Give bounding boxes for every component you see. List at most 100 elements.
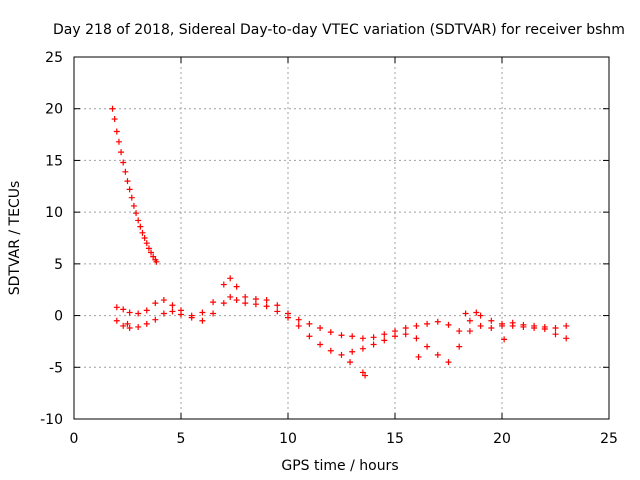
data-point (317, 341, 324, 348)
data-point (381, 337, 388, 344)
data-point (252, 296, 259, 303)
data-point (160, 310, 167, 317)
data-point (252, 301, 259, 308)
data-point (349, 333, 356, 340)
data-point (150, 253, 157, 260)
data-point (381, 331, 388, 338)
data-point (115, 138, 122, 145)
data-point (392, 333, 398, 340)
data-point (148, 249, 155, 256)
data-point (477, 322, 484, 329)
y-tick-label: 15 (45, 153, 63, 169)
data-point (152, 316, 159, 323)
data-point (233, 283, 240, 290)
data-point (402, 331, 409, 338)
series-2 (113, 293, 570, 366)
y-tick-label: 5 (54, 257, 63, 273)
x-tick-label: 0 (70, 431, 79, 447)
axis-ticks (73, 56, 610, 420)
data-point (153, 258, 160, 265)
data-point (552, 331, 559, 338)
data-point (118, 149, 125, 156)
data-point (338, 351, 345, 358)
data-point (563, 335, 570, 342)
data-point (263, 297, 270, 304)
data-point (499, 322, 505, 329)
x-tick-labels: 0 5 10 15 20 25 (70, 431, 618, 447)
data-point (338, 332, 345, 339)
data-point (415, 353, 422, 360)
series-0 (109, 105, 160, 265)
data-point (227, 293, 234, 300)
x-tick-label: 15 (386, 431, 404, 447)
data-point (152, 300, 159, 307)
data-point (122, 168, 129, 175)
data-point (141, 235, 148, 241)
data-point (362, 372, 369, 379)
data-point (466, 328, 473, 335)
data-point (126, 324, 133, 331)
data-point (413, 335, 420, 342)
data-point (359, 345, 366, 352)
data-point (434, 351, 441, 358)
data-point (488, 317, 495, 324)
data-point (402, 324, 409, 331)
grid (74, 57, 609, 419)
data-point (143, 320, 150, 327)
y-tick-label: 20 (45, 102, 63, 118)
data-point (133, 210, 140, 217)
data-point (169, 302, 176, 309)
y-axis-title: SDTVAR / TECUs (7, 181, 23, 296)
data-point (531, 324, 538, 331)
data-point (124, 320, 131, 327)
data-point (160, 297, 167, 304)
data-point (434, 318, 441, 325)
data-point (120, 159, 127, 166)
data-point (327, 347, 334, 354)
data-point (199, 317, 206, 324)
x-tick-label: 10 (279, 431, 297, 447)
y-tick-label: 25 (45, 50, 63, 66)
data-point (135, 310, 142, 317)
y-tick-labels: -10 -5 0 5 10 15 20 25 (40, 50, 63, 428)
data-point (295, 316, 302, 323)
data-point (509, 322, 516, 329)
data-point (445, 359, 452, 366)
data-point (424, 320, 431, 327)
data-point (501, 336, 508, 343)
data-point (473, 309, 480, 316)
data-point (242, 293, 249, 300)
data-point (227, 275, 234, 282)
data-point (488, 324, 495, 331)
data-point (285, 314, 291, 321)
data-point (113, 304, 120, 311)
data-point (263, 303, 270, 310)
data-point (295, 322, 302, 329)
data-point (359, 369, 366, 376)
data-point (145, 245, 152, 252)
series-1 (113, 275, 570, 342)
data-point (210, 299, 217, 306)
data-point (169, 308, 176, 315)
data-point (109, 105, 116, 112)
data-point (199, 309, 206, 316)
x-axis-title: GPS time / hours (281, 458, 398, 474)
data-point (120, 322, 127, 329)
data-point (220, 300, 227, 307)
data-point (347, 359, 354, 366)
data-point (445, 321, 452, 328)
data-point (143, 307, 150, 314)
data-point (477, 312, 484, 319)
data-point (370, 341, 377, 348)
data-point (143, 240, 150, 247)
y-tick-label: 10 (45, 205, 63, 221)
data-point (233, 297, 240, 304)
data-points (109, 105, 570, 379)
data-point (126, 309, 133, 316)
data-point (130, 202, 137, 209)
x-tick-label: 20 (493, 431, 511, 447)
x-tick-label: 5 (177, 431, 186, 447)
data-point (178, 311, 184, 318)
data-point (541, 326, 548, 333)
